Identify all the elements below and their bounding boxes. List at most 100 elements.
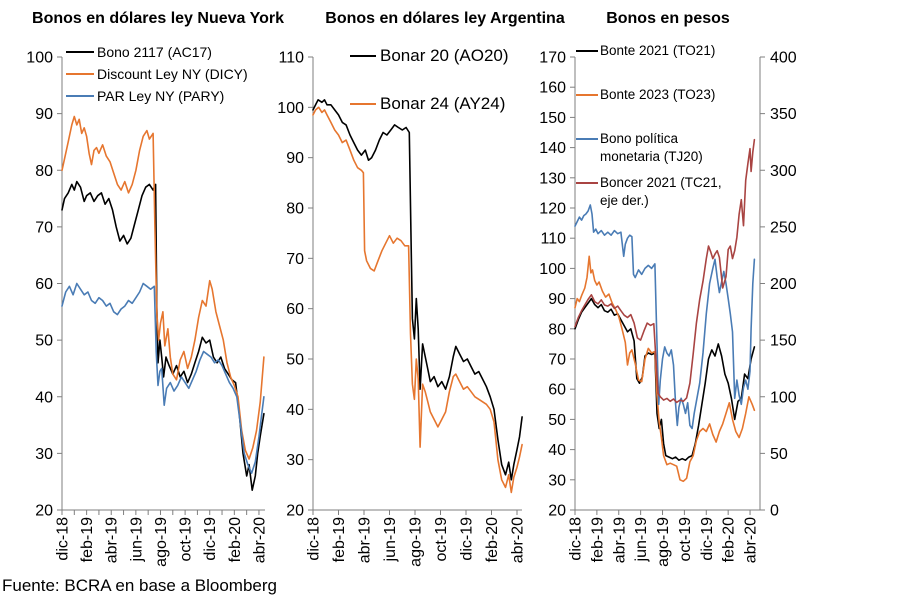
series-line-boncer-2021-tc21-eje-der (574, 138, 756, 404)
legend-swatch-black (350, 55, 376, 57)
x-tick-label: ago-19 (153, 517, 170, 567)
legend-label: Bonte 2023 (TO23) (600, 87, 716, 102)
legend-item: Bono 2117 (AC17) (66, 44, 248, 60)
legend: Bono 2117 (AC17) Discount Ley NY (DICY) PA… (66, 44, 248, 110)
x-tick-label: feb-20 (227, 517, 244, 562)
y-tick-label: 30 (286, 452, 304, 469)
right-y-tick-label: 350 (770, 106, 797, 123)
legend-label: Bonar 20 (AO20) (380, 46, 509, 65)
y-tick-label: 80 (35, 163, 53, 180)
x-tick-label: abr-20 (252, 517, 269, 563)
x-tick-label: dic-18 (55, 517, 72, 561)
right-y-tick-label: 150 (770, 333, 797, 350)
right-y-tick-label: 300 (770, 163, 797, 180)
y-tick-label: 40 (548, 442, 566, 459)
x-tick-label: feb-20 (721, 517, 738, 562)
series-line-bono-2117-ac17 (61, 180, 265, 492)
legend-swatch-orange (576, 94, 598, 96)
right-y-tick-label: 400 (770, 50, 797, 67)
x-tick-label: feb-19 (79, 517, 96, 562)
legend-item: Discount Ley NY (DICY) (66, 66, 248, 82)
y-tick-label: 40 (286, 402, 304, 419)
legend-swatch-blue (576, 138, 598, 140)
x-tick-label: oct-19 (433, 517, 450, 562)
y-tick-label: 100 (539, 261, 566, 278)
legend-swatch-orange (66, 73, 94, 75)
x-tick-label: oct-19 (178, 517, 195, 562)
legend-item: Bonte 2023 (TO23) (576, 86, 729, 104)
series-line-bonte-2023-to23 (574, 255, 756, 483)
series-line-bonte-2021-to21 (574, 297, 756, 462)
y-tick-label: 50 (35, 333, 53, 350)
y-tick-label: 50 (548, 412, 566, 429)
right-y-tick-label: 200 (770, 276, 797, 293)
legend-label: Bono política monetaria (TJ20) (600, 131, 703, 164)
chart-title: Bonos en dólares ley Argentina (325, 10, 565, 27)
y-tick-label: 20 (548, 503, 566, 520)
series-line-discount-ley-ny-dicy (61, 115, 265, 460)
y-tick-label: 70 (35, 219, 53, 236)
y-tick-label: 60 (286, 301, 304, 318)
legend-label: Discount Ley NY (DICY) (97, 66, 248, 82)
source-note: Fuente: BCRA en base a Bloomberg (2, 576, 277, 595)
right-y-tick-label: 0 (770, 503, 779, 520)
legend-label: PAR Ley NY (PARY) (97, 88, 225, 104)
legend-item: Bono política monetaria (TJ20) (576, 130, 729, 166)
y-tick-label: 70 (286, 251, 304, 268)
y-tick-label: 70 (548, 352, 566, 369)
x-tick-label: feb-19 (331, 517, 348, 562)
legend-item: Bonar 24 (AY24) (350, 94, 509, 114)
legend-label: Bonte 2021 (TO21) (600, 43, 716, 58)
legend-swatch-red (576, 182, 598, 184)
x-tick-label: feb-20 (484, 517, 501, 562)
y-tick-label: 140 (539, 140, 566, 157)
y-tick-label: 60 (548, 382, 566, 399)
y-tick-label: 100 (277, 100, 304, 117)
legend-item: PAR Ley NY (PARY) (66, 88, 248, 104)
legend: Bonte 2021 (TO21) Bonte 2023 (TO23) Bono p… (576, 42, 729, 236)
x-tick-label: jun-19 (382, 517, 399, 563)
y-tick-label: 160 (539, 80, 566, 97)
x-tick-label: ago-19 (655, 517, 672, 567)
x-tick-label: ago-19 (408, 517, 425, 567)
x-tick-label: dic-19 (699, 517, 716, 561)
legend-swatch-black (576, 50, 598, 52)
x-tick-label: jun-19 (128, 517, 145, 563)
x-tick-label: abr-20 (510, 517, 527, 563)
right-y-tick-label: 50 (770, 446, 788, 463)
y-tick-label: 110 (540, 231, 566, 248)
series-line-bonar-24-ay24 (312, 106, 523, 494)
series-line-par-ley-ny-pary (61, 282, 265, 475)
chart-title: Bonos en pesos (606, 10, 730, 27)
y-tick-label: 40 (35, 389, 53, 406)
y-tick-label: 170 (539, 50, 566, 67)
legend-item: Bonte 2021 (TO21) (576, 42, 729, 60)
x-tick-label: abr-19 (611, 517, 628, 563)
y-tick-label: 20 (35, 503, 53, 520)
x-tick-label: jun-19 (633, 517, 650, 563)
x-tick-label: dic-18 (568, 517, 585, 561)
y-tick-label: 30 (35, 446, 53, 463)
x-tick-label: dic-19 (202, 517, 219, 561)
y-tick-label: 130 (539, 170, 566, 187)
x-tick-label: abr-19 (357, 517, 374, 563)
y-tick-label: 90 (548, 291, 566, 308)
y-tick-label: 20 (286, 503, 304, 520)
y-tick-label: 30 (548, 472, 566, 489)
legend-item: Bonar 20 (AO20) (350, 46, 509, 66)
x-tick-label: dic-19 (459, 517, 476, 561)
x-tick-label: abr-20 (743, 517, 760, 563)
right-y-tick-label: 250 (770, 219, 797, 236)
y-tick-label: 150 (539, 110, 566, 127)
legend-label: Boncer 2021 (TC21, eje der.) (600, 175, 722, 208)
y-tick-label: 90 (286, 150, 304, 167)
y-tick-label: 100 (26, 50, 53, 67)
y-tick-label: 90 (35, 106, 53, 123)
legend-swatch-black (66, 51, 94, 53)
y-tick-label: 50 (286, 352, 304, 369)
x-tick-label: oct-19 (677, 517, 694, 562)
series-line-bonar-20-ao20 (312, 99, 523, 481)
y-tick-label: 110 (278, 50, 304, 67)
